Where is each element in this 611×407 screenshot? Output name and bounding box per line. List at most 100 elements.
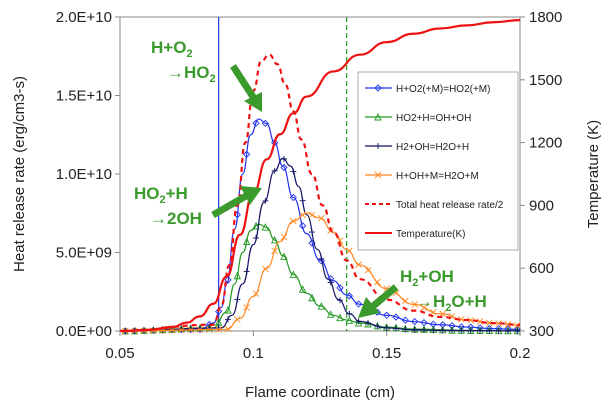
data-point (326, 310, 335, 318)
y-right-tick-label: 1200 (529, 135, 562, 152)
data-point (477, 327, 483, 334)
data-point (289, 270, 298, 278)
data-point (234, 296, 241, 303)
data-point (270, 235, 279, 244)
data-point (318, 255, 325, 262)
data-point (365, 319, 371, 326)
data-point (420, 304, 428, 311)
data-point (280, 252, 288, 260)
data-point (243, 268, 250, 275)
data-point (374, 171, 382, 179)
data-point (318, 215, 325, 222)
data-point (252, 119, 260, 127)
data-point (281, 155, 287, 162)
data-point (280, 233, 288, 241)
y-right-axis-label: Temperature (K) (585, 120, 602, 228)
data-point (364, 319, 372, 328)
data-point (336, 313, 344, 322)
data-point (309, 229, 315, 236)
arrow-icon (358, 284, 399, 318)
y-right-tick-label: 900 (529, 197, 554, 214)
y-left-tick-label: 1.5E+10 (56, 88, 112, 105)
annotation-oh-formation-line2: →2OH (150, 209, 202, 228)
data-point (514, 327, 521, 334)
data-point (346, 310, 353, 317)
series-line (119, 212, 521, 332)
data-point (225, 316, 231, 323)
data-point (234, 316, 241, 323)
y-left-axis-label: Heat release rate (erg/cm3-s) (11, 76, 28, 272)
data-point (495, 327, 502, 334)
data-point (253, 235, 259, 242)
legend-entry: H2+OH=H2O+H (396, 142, 469, 153)
data-point (224, 276, 232, 284)
x-tick-label: 0.1 (243, 345, 264, 362)
data-point (374, 323, 381, 330)
legend-entry: H+O2(+M)=HO2(+M) (396, 84, 490, 95)
arrow-icon (230, 64, 262, 112)
data-point (233, 271, 242, 280)
data-point (402, 326, 409, 333)
data-point (401, 316, 409, 324)
annotation-ho2-formation-line2: →HO2 (167, 63, 216, 85)
data-point (495, 320, 502, 327)
data-point (187, 326, 194, 334)
y-left-tick-label: 1.0E+10 (56, 166, 112, 183)
data-point (476, 318, 484, 325)
data-point (215, 307, 223, 316)
y-right-tick-label: 300 (529, 323, 554, 340)
legend: H+O2(+M)=HO2(+M) HO2+H=OH+OH H2+OH=H2O+H H+… (357, 71, 519, 251)
data-point (261, 119, 269, 128)
data-point (355, 318, 362, 325)
data-point (411, 317, 419, 326)
legend-entry: H+OH+M=H2O+M (396, 171, 479, 182)
data-point (336, 284, 344, 292)
arrow-icon (211, 186, 262, 219)
data-point (374, 278, 381, 286)
data-point (467, 327, 474, 334)
data-point (262, 265, 269, 273)
data-point (280, 163, 288, 172)
data-point (355, 300, 363, 308)
data-point (308, 211, 316, 219)
legend-box (357, 71, 519, 251)
data-point (346, 247, 353, 255)
data-point (196, 326, 204, 333)
data-point (355, 261, 362, 268)
x-axis-label: Flame coordinate (cm) (245, 384, 395, 401)
y-left-tick-label: 0.0E+00 (56, 323, 112, 340)
data-point (242, 237, 251, 245)
legend-entry: Temperature(K) (396, 229, 465, 240)
data-point (206, 326, 213, 333)
data-point (430, 327, 437, 334)
data-point (187, 325, 194, 332)
y-right-tick-label: 1800 (529, 9, 562, 26)
data-point (486, 327, 493, 334)
data-point (317, 302, 326, 310)
y-right-tick-label: 1500 (529, 72, 562, 89)
data-point (271, 167, 278, 174)
legend-entry: HO2+H=OH+OH (396, 113, 471, 124)
data-point (327, 279, 334, 286)
data-point (252, 290, 260, 297)
y-left-tick-label: 2.0E+10 (56, 9, 112, 26)
data-point (411, 326, 418, 333)
data-point (505, 327, 511, 334)
series-line (119, 19, 521, 333)
annotation-oh-formation-line1: HO2+H (134, 184, 188, 206)
data-point (383, 324, 390, 331)
data-point (345, 316, 354, 324)
data-point (178, 325, 185, 332)
data-point (337, 297, 343, 304)
data-point (290, 168, 297, 175)
data-point (290, 217, 297, 225)
data-point (261, 223, 270, 231)
series-line (119, 118, 521, 332)
annotation-h2o-formation-line2: →H2O+H (416, 292, 487, 314)
data-point (243, 150, 251, 159)
data-point (298, 285, 307, 293)
data-point (375, 143, 381, 149)
data-point (271, 247, 278, 255)
data-point (374, 112, 382, 121)
y-right-tick-label: 600 (529, 260, 554, 277)
